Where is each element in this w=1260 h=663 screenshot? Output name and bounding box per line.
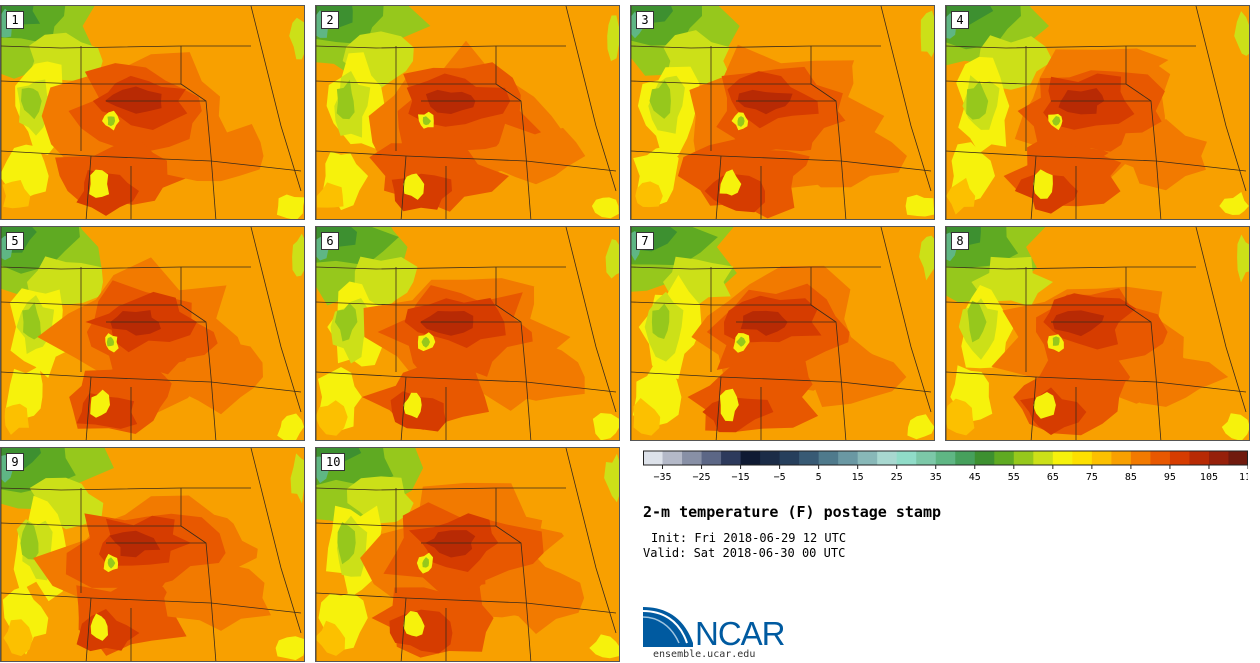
colorbar-swatch [1130,451,1151,465]
temperature-map [1,6,304,219]
colorbar-tick-label: 35 [930,472,942,483]
site-url[interactable]: ensemble.ucar.edu [653,649,756,660]
member-number-label: 5 [6,232,24,250]
member-number-label: 8 [951,232,969,250]
temperature-map [946,6,1249,219]
colorbar-swatch [740,451,761,465]
colorbar-tick-label: −25 [693,472,711,483]
colorbar-swatch [838,451,859,465]
member-panel-5[interactable]: 5 [0,226,305,441]
temperature-map [631,6,934,219]
member-panel-6[interactable]: 6 [315,226,620,441]
temperature-map [1,448,304,661]
member-panel-1[interactable]: 1 [0,5,305,220]
colorbar-swatch [721,451,741,465]
member-panel-2[interactable]: 2 [315,5,620,220]
colorbar-swatch [1189,451,1210,465]
colorbar-swatch [1013,451,1034,465]
colorbar-tick-label: 65 [1047,472,1059,483]
temperature-map [316,448,619,661]
colorbar-swatch [974,451,995,465]
member-number-label: 2 [321,11,339,29]
colorbar-swatch [1208,451,1229,465]
member-panel-8[interactable]: 8 [945,226,1250,441]
init-time: Init: Fri 2018-06-29 12 UTC [651,531,847,545]
colorbar-tick-label: 25 [891,472,903,483]
colorbar-swatch [760,451,781,465]
colorbar-tick-label: 85 [1125,472,1137,483]
member-panel-9[interactable]: 9 [0,447,305,662]
colorbar-tick-label: 5 [816,472,822,483]
colorbar-swatch [1111,451,1132,465]
colorbar-tick-label: −15 [732,472,750,483]
colorbar-tick-label: 45 [969,472,981,483]
colorbar-tick-label: −35 [653,472,671,483]
product-title: 2-m temperature (F) postage stamp [643,503,942,521]
temperature-map [946,227,1249,440]
colorbar-swatch [916,451,937,465]
colorbar-tick-label: 105 [1200,472,1218,483]
colorbar-frame [643,450,1248,466]
colorbar-swatch [1072,451,1093,465]
member-number-label: 9 [6,453,24,471]
colorbar-swatch [896,451,917,465]
temperature-map [631,227,934,440]
colorbar-tick-label: 15 [852,472,864,483]
member-number-label: 6 [321,232,339,250]
member-panel-4[interactable]: 4 [945,5,1250,220]
member-number-label: 7 [636,232,654,250]
colorbar-swatch [643,451,663,465]
valid-time: Valid: Sat 2018-06-30 00 UTC [643,546,846,560]
colorbar-tick-label: 95 [1164,472,1176,483]
colorbar-tick-label: −5 [774,472,786,483]
colorbar-tick-label: 115 [1239,472,1248,483]
colorbar-swatch [818,451,839,465]
ncar-logo[interactable]: NCAR [643,605,793,650]
member-panel-10[interactable]: 10 [315,447,620,662]
temperature-colorbar: −35 −25 −15 −5 5 15 25 35 45 55 65 75 85 95 105 115 [643,450,1248,483]
colorbar-swatch [955,451,976,465]
colorbar-tick-label: 75 [1086,472,1098,483]
temperature-map [1,227,304,440]
member-number-label: 1 [6,11,24,29]
colorbar-swatch [799,451,820,465]
member-panel-7[interactable]: 7 [630,226,935,441]
colorbar-swatch [877,451,898,465]
colorbar-swatch [1169,451,1190,465]
member-number-label: 10 [321,453,346,471]
colorbar-swatch [994,451,1015,465]
colorbar-swatch [662,451,683,465]
colorbar-swatch [779,451,800,465]
colorbar-swatch [701,451,722,465]
colorbar-swatch [935,451,956,465]
member-number-label: 4 [951,11,969,29]
colorbar-swatch [1033,451,1054,465]
ncar-wordmark: NCAR [695,615,785,650]
colorbar-swatch [857,451,878,465]
colorbar-swatch [1150,451,1171,465]
temperature-map [316,6,619,219]
member-number-label: 3 [636,11,654,29]
member-panel-3[interactable]: 3 [630,5,935,220]
temperature-map [316,227,619,440]
colorbar-swatch [682,451,702,465]
colorbar-swatch [1228,451,1248,465]
colorbar-swatch [1052,451,1073,465]
colorbar-swatch [1091,451,1112,465]
colorbar-tick-label: 55 [1008,472,1020,483]
